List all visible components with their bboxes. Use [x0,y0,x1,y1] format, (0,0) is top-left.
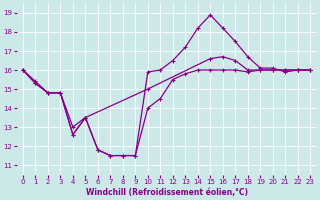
X-axis label: Windchill (Refroidissement éolien,°C): Windchill (Refroidissement éolien,°C) [85,188,248,197]
